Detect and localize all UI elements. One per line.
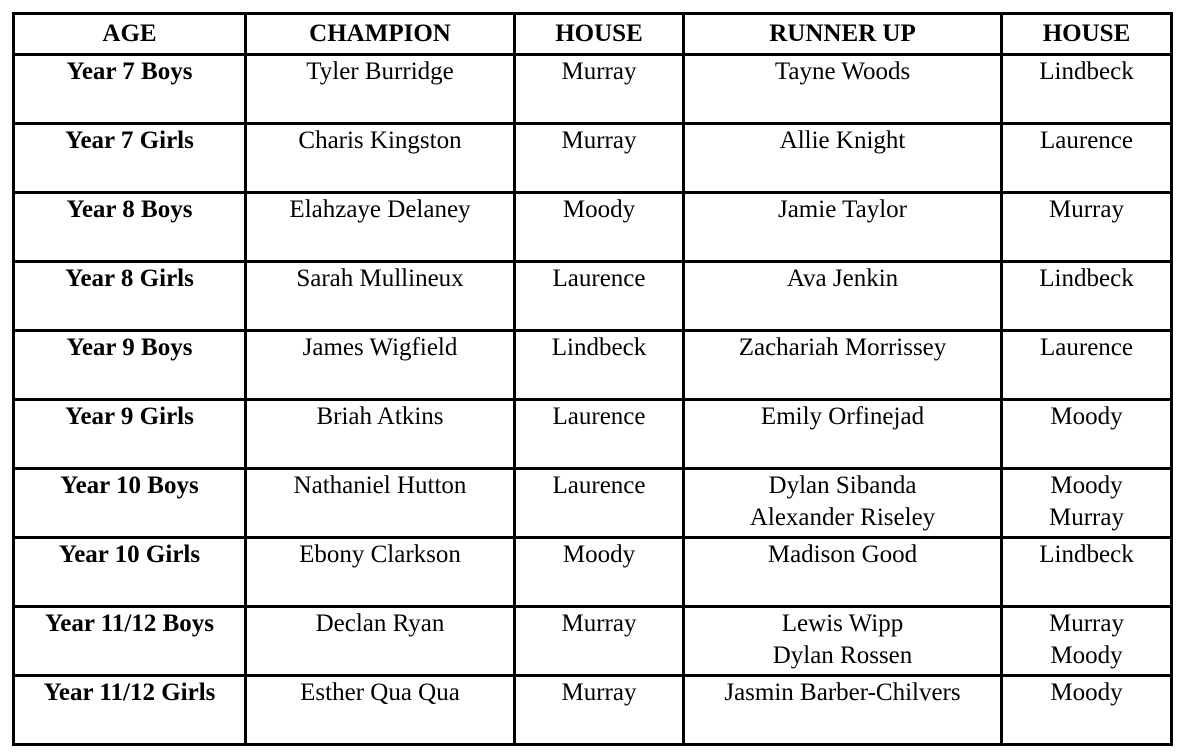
- runner-up-house: Moody: [1050, 403, 1123, 430]
- house-cell: Moody: [513, 191, 685, 263]
- champion-cell: Ebony Clarkson: [244, 536, 516, 608]
- runner-up-house: Lindbeck: [1039, 58, 1134, 85]
- age-cell: Year 9 Boys: [12, 329, 247, 401]
- age-cell: Year 10 Boys: [12, 467, 247, 539]
- runner-up-name: Dylan Sibanda: [768, 472, 917, 499]
- runner-up-house-cell: Lindbeck: [1000, 536, 1173, 608]
- header-row: AGE CHAMPION HOUSE RUNNER UP HOUSE: [12, 12, 1173, 56]
- runner-up-house: Lindbeck: [1039, 265, 1134, 292]
- runner-up-house: Murray: [1049, 504, 1124, 531]
- runner-up-name: Alexander Riseley: [749, 504, 936, 531]
- champion-cell: Declan Ryan: [244, 605, 516, 677]
- runner-up-house: Laurence: [1040, 334, 1133, 361]
- header-runner-up: RUNNER UP: [682, 12, 1003, 56]
- champion-cell: Tyler Burridge: [244, 53, 516, 125]
- header-champion: CHAMPION: [244, 12, 516, 56]
- table-row: Year 8 Boys Elahzaye Delaney Moody Jamie Ta…: [12, 191, 1173, 263]
- table-row: Year 9 Girls Briah Atkins Laurence Emily Or…: [12, 398, 1173, 470]
- house-cell: Laurence: [513, 467, 685, 539]
- age-cell: Year 9 Girls: [12, 398, 247, 470]
- house-cell: Lindbeck: [513, 329, 685, 401]
- runner-up-cell: Tayne Woods: [682, 53, 1003, 125]
- age-cell: Year 7 Girls: [12, 122, 247, 194]
- house-cell: Murray: [513, 674, 685, 746]
- runner-up-name: Jamie Taylor: [777, 196, 907, 223]
- runner-up-name: Tayne Woods: [774, 58, 911, 85]
- runner-up-cell: Ava Jenkin: [682, 260, 1003, 332]
- house-cell: Murray: [513, 605, 685, 677]
- results-table: AGE CHAMPION HOUSE RUNNER UP HOUSE Year …: [12, 12, 1173, 746]
- runner-up-house: Moody: [1050, 472, 1123, 499]
- runner-up-name: Emily Orfinejad: [760, 403, 925, 430]
- table-row: Year 11/12 Girls Esther Qua Qua Murray Jasm…: [12, 674, 1173, 746]
- table-row: Year 10 Boys Nathaniel Hutton Laurence Dyla…: [12, 467, 1173, 539]
- header-runner-up-house: HOUSE: [1000, 12, 1173, 56]
- table-row: Year 9 Boys James Wigfield Lindbeck Zachari…: [12, 329, 1173, 401]
- age-cell: Year 11/12 Girls: [12, 674, 247, 746]
- age-cell: Year 7 Boys: [12, 53, 247, 125]
- runner-up-name: Dylan Rossen: [772, 642, 913, 669]
- champion-cell: Nathaniel Hutton: [244, 467, 516, 539]
- runner-up-house-cell: Moody: [1000, 674, 1173, 746]
- runner-up-name: Madison Good: [767, 541, 918, 568]
- runner-up-name: Zachariah Morrissey: [738, 334, 947, 361]
- house-cell: Moody: [513, 536, 685, 608]
- runner-up-house: Murray: [1049, 196, 1124, 223]
- champion-cell: James Wigfield: [244, 329, 516, 401]
- runner-up-cell: Lewis Wipp Dylan Rossen: [682, 605, 1003, 677]
- champion-cell: Charis Kingston: [244, 122, 516, 194]
- runner-up-house: Murray: [1049, 610, 1124, 637]
- runner-up-house: Moody: [1050, 642, 1123, 669]
- runner-up-house: Lindbeck: [1039, 541, 1134, 568]
- runner-up-house-cell: Laurence: [1000, 122, 1173, 194]
- champion-cell: Elahzaye Delaney: [244, 191, 516, 263]
- age-cell: Year 8 Girls: [12, 260, 247, 332]
- runner-up-name: Jasmin Barber-Chilvers: [724, 679, 961, 706]
- header-age: AGE: [12, 12, 247, 56]
- runner-up-cell: Jamie Taylor: [682, 191, 1003, 263]
- runner-up-cell: Dylan Sibanda Alexander Riseley: [682, 467, 1003, 539]
- runner-up-house-cell: Moody Murray: [1000, 467, 1173, 539]
- age-cell: Year 8 Boys: [12, 191, 247, 263]
- house-cell: Murray: [513, 53, 685, 125]
- house-cell: Laurence: [513, 260, 685, 332]
- champion-cell: Esther Qua Qua: [244, 674, 516, 746]
- house-cell: Laurence: [513, 398, 685, 470]
- runner-up-name: Lewis Wipp: [781, 610, 904, 637]
- runner-up-name: Allie Knight: [779, 127, 906, 154]
- runner-up-house-cell: Murray: [1000, 191, 1173, 263]
- champion-cell: Sarah Mullineux: [244, 260, 516, 332]
- runner-up-house-cell: Lindbeck: [1000, 260, 1173, 332]
- runner-up-house-cell: Murray Moody: [1000, 605, 1173, 677]
- champion-cell: Briah Atkins: [244, 398, 516, 470]
- table-row: Year 10 Girls Ebony Clarkson Moody Madison …: [12, 536, 1173, 608]
- header-house: HOUSE: [513, 12, 685, 56]
- runner-up-house: Moody: [1050, 679, 1123, 706]
- runner-up-house: Laurence: [1040, 127, 1133, 154]
- table-row: Year 8 Girls Sarah Mullineux Laurence Ava J…: [12, 260, 1173, 332]
- runner-up-cell: Jasmin Barber-Chilvers: [682, 674, 1003, 746]
- table-row: Year 7 Girls Charis Kingston Murray Allie K…: [12, 122, 1173, 194]
- table-row: Year 7 Boys Tyler Burridge Murray Tayne Woo…: [12, 53, 1173, 125]
- runner-up-house-cell: Moody: [1000, 398, 1173, 470]
- runner-up-name: Ava Jenkin: [786, 265, 899, 292]
- runner-up-house-cell: Lindbeck: [1000, 53, 1173, 125]
- house-cell: Murray: [513, 122, 685, 194]
- runner-up-cell: Allie Knight: [682, 122, 1003, 194]
- runner-up-cell: Madison Good: [682, 536, 1003, 608]
- age-cell: Year 11/12 Boys: [12, 605, 247, 677]
- age-cell: Year 10 Girls: [12, 536, 247, 608]
- runner-up-cell: Emily Orfinejad: [682, 398, 1003, 470]
- table-row: Year 11/12 Boys Declan Ryan Murray Lewis Wi…: [12, 605, 1173, 677]
- runner-up-house-cell: Laurence: [1000, 329, 1173, 401]
- runner-up-cell: Zachariah Morrissey: [682, 329, 1003, 401]
